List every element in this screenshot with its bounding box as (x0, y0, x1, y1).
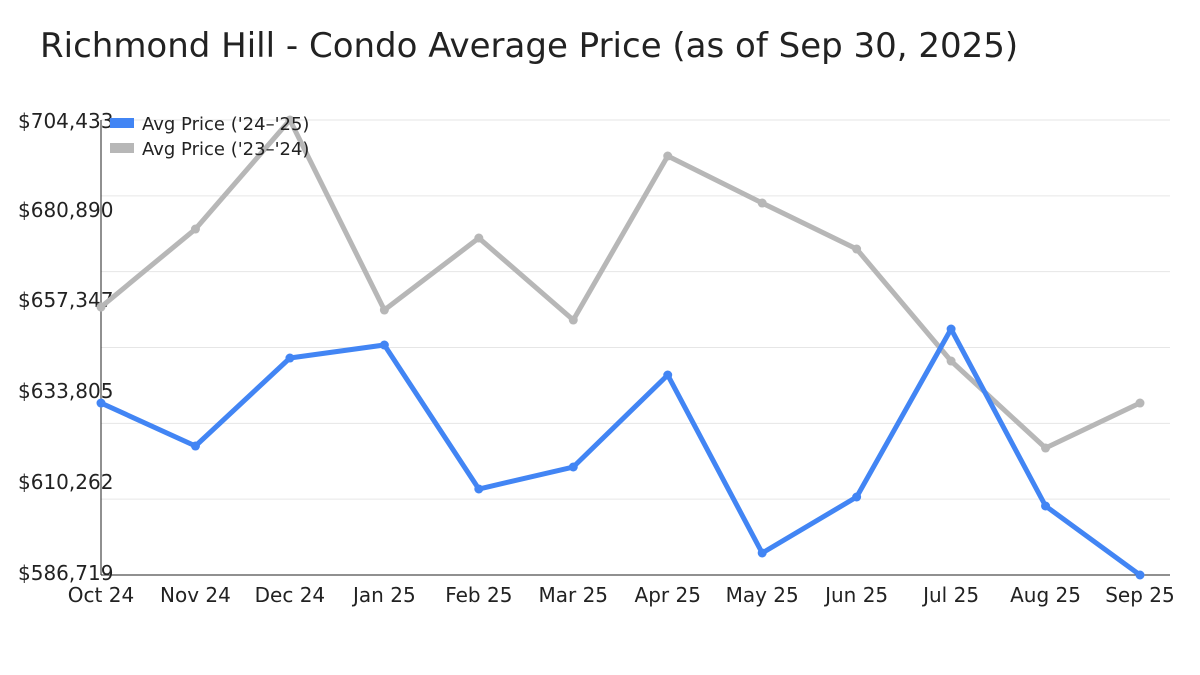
data-point (190, 441, 200, 451)
chart-title: Richmond Hill - Condo Average Price (as … (40, 26, 1019, 66)
y-tick-label: $610,262 (18, 470, 113, 494)
x-tick-label: May 25 (726, 583, 799, 607)
x-tick-label: Jun 25 (823, 583, 888, 607)
legend-swatch-0 (110, 118, 134, 128)
data-point (1135, 398, 1145, 408)
data-point (568, 315, 578, 325)
x-tick-label: Mar 25 (538, 583, 608, 607)
data-point (946, 324, 956, 334)
series-line-0 (99, 326, 1142, 578)
data-point (852, 244, 862, 254)
y-tick-label: $633,805 (18, 379, 113, 403)
data-point (96, 302, 106, 312)
y-tick-label: $586,719 (18, 561, 113, 585)
data-point (379, 340, 389, 350)
data-point (663, 151, 673, 161)
y-tick-label: $704,433 (18, 109, 113, 133)
x-tick-label: Aug 25 (1010, 583, 1081, 607)
data-point (568, 462, 578, 472)
data-point (285, 353, 295, 363)
legend-label-0: Avg Price ('24–'25) (142, 114, 309, 135)
data-point (1135, 570, 1145, 580)
data-point (663, 370, 673, 380)
x-tick-label: Dec 24 (255, 583, 326, 607)
data-point (1041, 501, 1051, 511)
data-point (1041, 443, 1051, 453)
x-tick-label: Apr 25 (635, 583, 701, 607)
data-point (285, 115, 295, 125)
data-point (474, 484, 484, 494)
legend-label-1: Avg Price ('23–'24) (142, 139, 309, 160)
data-point (379, 305, 389, 315)
legend-swatch-1 (110, 143, 134, 153)
x-tick-label: Sep 25 (1105, 583, 1175, 607)
data-point (757, 198, 767, 208)
x-tick-label: Oct 24 (68, 583, 134, 607)
data-point (757, 548, 767, 558)
data-point (946, 356, 956, 366)
x-tick-label: Nov 24 (160, 583, 231, 607)
x-tick-label: Jul 25 (921, 583, 979, 607)
data-point (474, 233, 484, 243)
series-line-1 (99, 117, 1142, 451)
x-tick-label: Feb 25 (445, 583, 512, 607)
data-point (852, 492, 862, 502)
data-point (96, 398, 106, 408)
data-point (190, 224, 200, 234)
x-tick-label: Jan 25 (351, 583, 416, 607)
y-tick-label: $680,890 (18, 198, 113, 222)
